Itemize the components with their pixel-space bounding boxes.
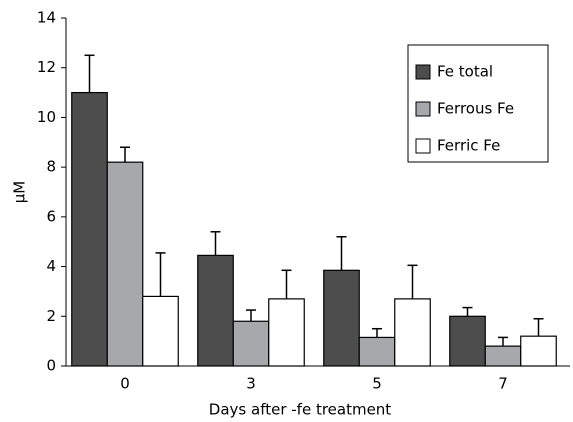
bar <box>484 345 522 367</box>
bar <box>106 161 144 367</box>
legend-label: Ferrous Fe <box>437 100 514 118</box>
y-tick-label: 6 <box>46 207 56 225</box>
x-tick-label: 0 <box>120 375 130 393</box>
bar <box>232 320 270 367</box>
bar <box>323 269 360 367</box>
x-axis-label: Days after -fe treatment <box>209 401 392 419</box>
y-tick-label: 12 <box>37 58 56 76</box>
legend-label: Ferric Fe <box>437 137 500 155</box>
bar <box>394 298 431 367</box>
legend-swatch <box>415 138 431 154</box>
x-tick-label: 7 <box>498 375 508 393</box>
y-tick-label: 14 <box>37 9 56 27</box>
y-axis-label: μM <box>11 181 29 204</box>
bar <box>142 295 179 367</box>
bar <box>358 336 396 367</box>
bar <box>449 315 486 367</box>
legend-swatch <box>415 64 431 80</box>
legend-swatch <box>415 101 431 117</box>
x-tick-label: 5 <box>372 375 382 393</box>
y-tick-label: 0 <box>46 357 56 375</box>
bar <box>71 91 108 367</box>
legend-label: Fe total <box>437 63 493 81</box>
bar <box>197 254 234 367</box>
x-tick-label: 3 <box>246 375 256 393</box>
y-tick-label: 8 <box>46 158 56 176</box>
y-tick-label: 4 <box>46 257 56 275</box>
bar <box>268 298 305 367</box>
y-tick-label: 10 <box>37 108 56 126</box>
y-tick-label: 2 <box>46 307 56 325</box>
legend-box <box>407 44 549 163</box>
bar <box>520 335 557 367</box>
